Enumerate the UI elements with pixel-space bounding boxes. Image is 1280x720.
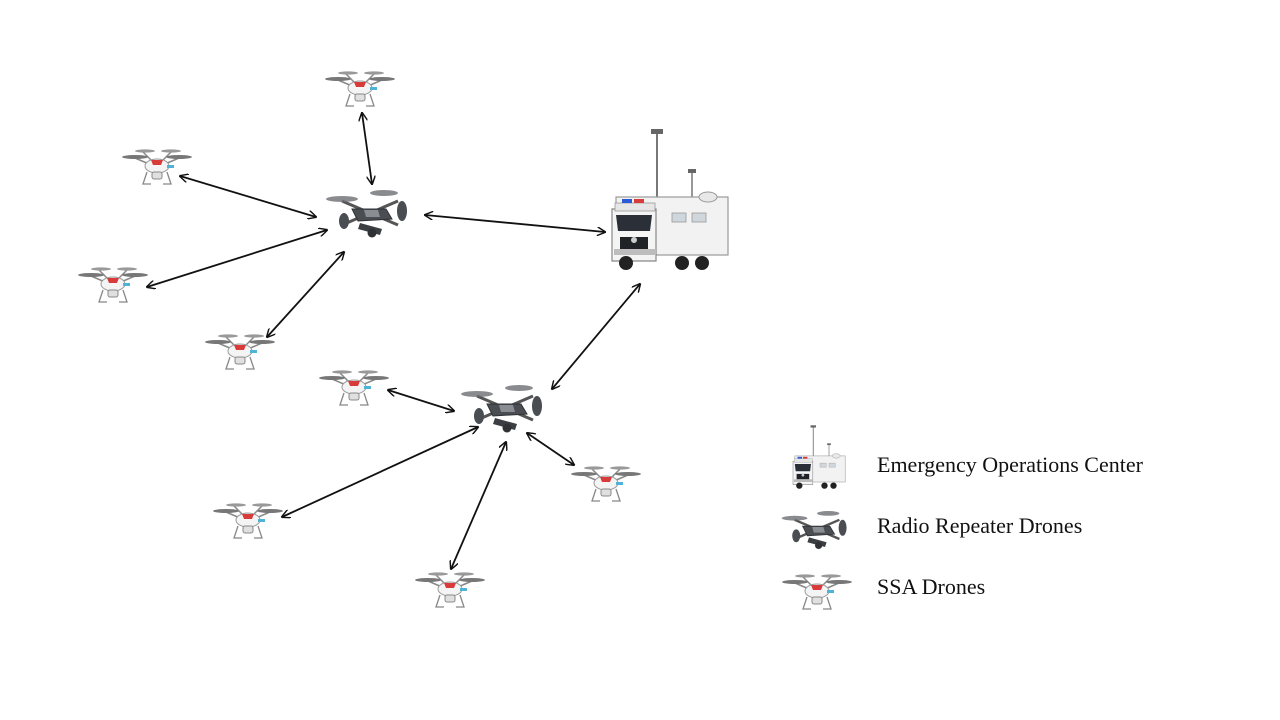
link-repeater1-ssa-upperleft [180, 176, 316, 217]
legend-label-ssa: SSA Drones [877, 574, 986, 599]
legend-label-repeater: Radio Repeater Drones [877, 513, 1083, 538]
eoc-truck-node [611, 128, 729, 271]
ssa-drone-node-right [570, 465, 642, 502]
link-repeater1-eoc [425, 215, 605, 232]
repeater-drone-node-2 [459, 383, 544, 434]
ssa-drone-node-mid [318, 369, 390, 406]
link-repeater1-ssa-top [362, 113, 372, 184]
repeater-drone-node-1 [324, 188, 409, 239]
ssa-drone-node-lowerleft [204, 333, 276, 370]
ssa-drone-icon [781, 573, 853, 610]
legend [780, 424, 853, 610]
link-eoc-repeater2 [552, 284, 640, 389]
link-repeater1-ssa-lowerleft [267, 252, 344, 337]
link-repeater2-ssa-left [388, 390, 454, 411]
link-repeater1-ssa-left [147, 230, 327, 287]
link-repeater2-ssa-right [527, 433, 574, 465]
legend-label-eoc: Emergency Operations Center [877, 452, 1143, 477]
link-repeater2-ssa-lowerleft [282, 427, 478, 517]
links [147, 113, 640, 569]
ssa-drone-node-top [324, 70, 396, 107]
ssa-drone-node-bottom [414, 571, 486, 608]
command-truck-icon [792, 424, 846, 490]
repeater-drone-icon [780, 509, 848, 551]
ssa-drone-node-bottomleft [212, 502, 284, 539]
ssa-drone-node-left [77, 266, 149, 303]
link-repeater2-ssa-bottom [451, 442, 506, 569]
ssa-drone-node-upperleft [121, 148, 193, 185]
